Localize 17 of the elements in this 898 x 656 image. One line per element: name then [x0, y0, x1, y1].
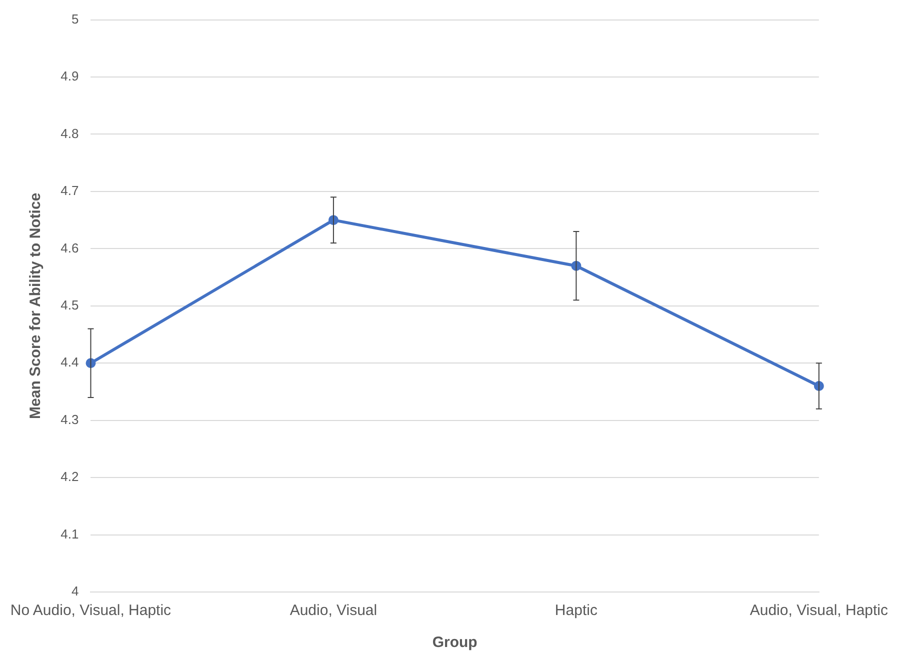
y-tick-label: 4.7 [60, 183, 79, 198]
x-tick-label: Audio, Visual [290, 602, 378, 620]
x-tick-label: Haptic [554, 602, 598, 620]
x-tick-label: No Audio, Visual, Haptic [10, 602, 172, 620]
x-tick-label: Audio, Visual, Haptic [750, 602, 888, 620]
y-tick-label: 4.5 [60, 297, 79, 312]
y-tick-label: 4.8 [60, 126, 79, 141]
y-tick-label: 4.4 [60, 354, 79, 370]
y-axis-title: Mean Score for Ability to Notice [26, 192, 44, 419]
y-tick-label: 4.3 [60, 412, 79, 427]
y-tick-label: 4.1 [60, 526, 79, 542]
y-tick-label: 4.2 [60, 469, 79, 484]
y-tick-label: 4.6 [60, 240, 79, 256]
y-tick-label: 4.9 [60, 68, 79, 84]
x-axis-title: Group [432, 634, 478, 652]
y-tick-label: 4 [72, 584, 79, 599]
y-tick-label: 5 [72, 11, 79, 26]
